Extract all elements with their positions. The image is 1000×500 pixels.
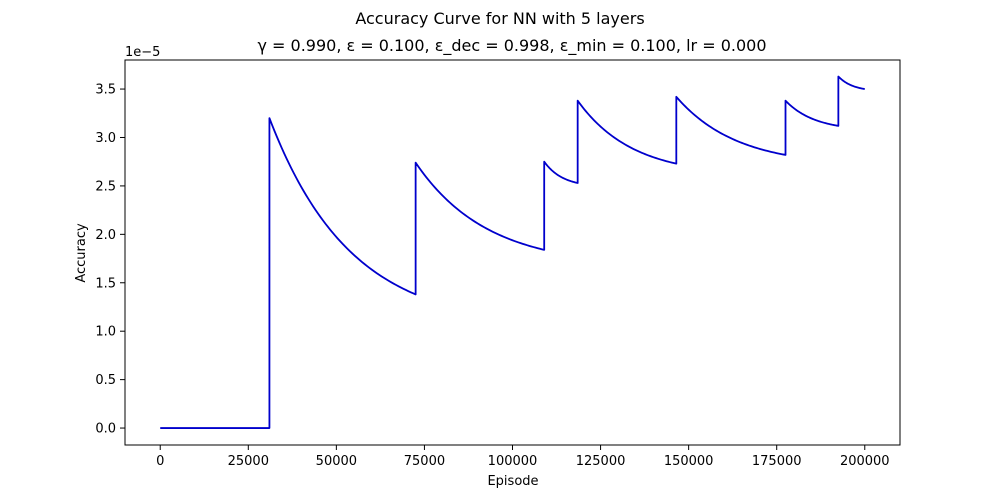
y-tick-label: 2.5 [95,179,116,194]
y-offset-label: 1e−5 [125,45,160,60]
x-tick-label: 200000 [840,454,890,469]
y-tick-label: 1.5 [95,276,116,291]
chart-subtitle: γ = 0.990, ε = 0.100, ε_dec = 0.998, ε_m… [257,36,766,56]
y-axis-label: Accuracy [74,223,89,283]
y-tick-label: 0.0 [95,422,116,437]
x-tick-label: 0 [156,454,164,469]
chart-title: Accuracy Curve for NN with 5 layers [355,9,644,28]
data-layer [160,75,866,429]
y-tick-label: 2.0 [95,228,116,243]
x-tick-label: 75000 [404,454,445,469]
y-tick-label: 0.5 [95,373,116,388]
x-axis-label: Episode [487,474,538,489]
x-tick-label: 150000 [664,454,714,469]
y-tick-label: 3.5 [95,83,116,98]
ticks-layer: 0 25000 50000 75000 100000 125000 150000 175000… [95,83,889,469]
x-tick-label: 175000 [752,454,802,469]
y-tick-label: 3.0 [95,131,116,146]
accuracy-series-line [160,75,866,429]
x-tick-label: 125000 [576,454,626,469]
x-tick-label: 25000 [228,454,269,469]
x-tick-label: 100000 [488,454,538,469]
plot-frame [124,59,901,446]
x-tick-label: 50000 [316,454,357,469]
y-tick-label: 1.0 [95,325,116,340]
